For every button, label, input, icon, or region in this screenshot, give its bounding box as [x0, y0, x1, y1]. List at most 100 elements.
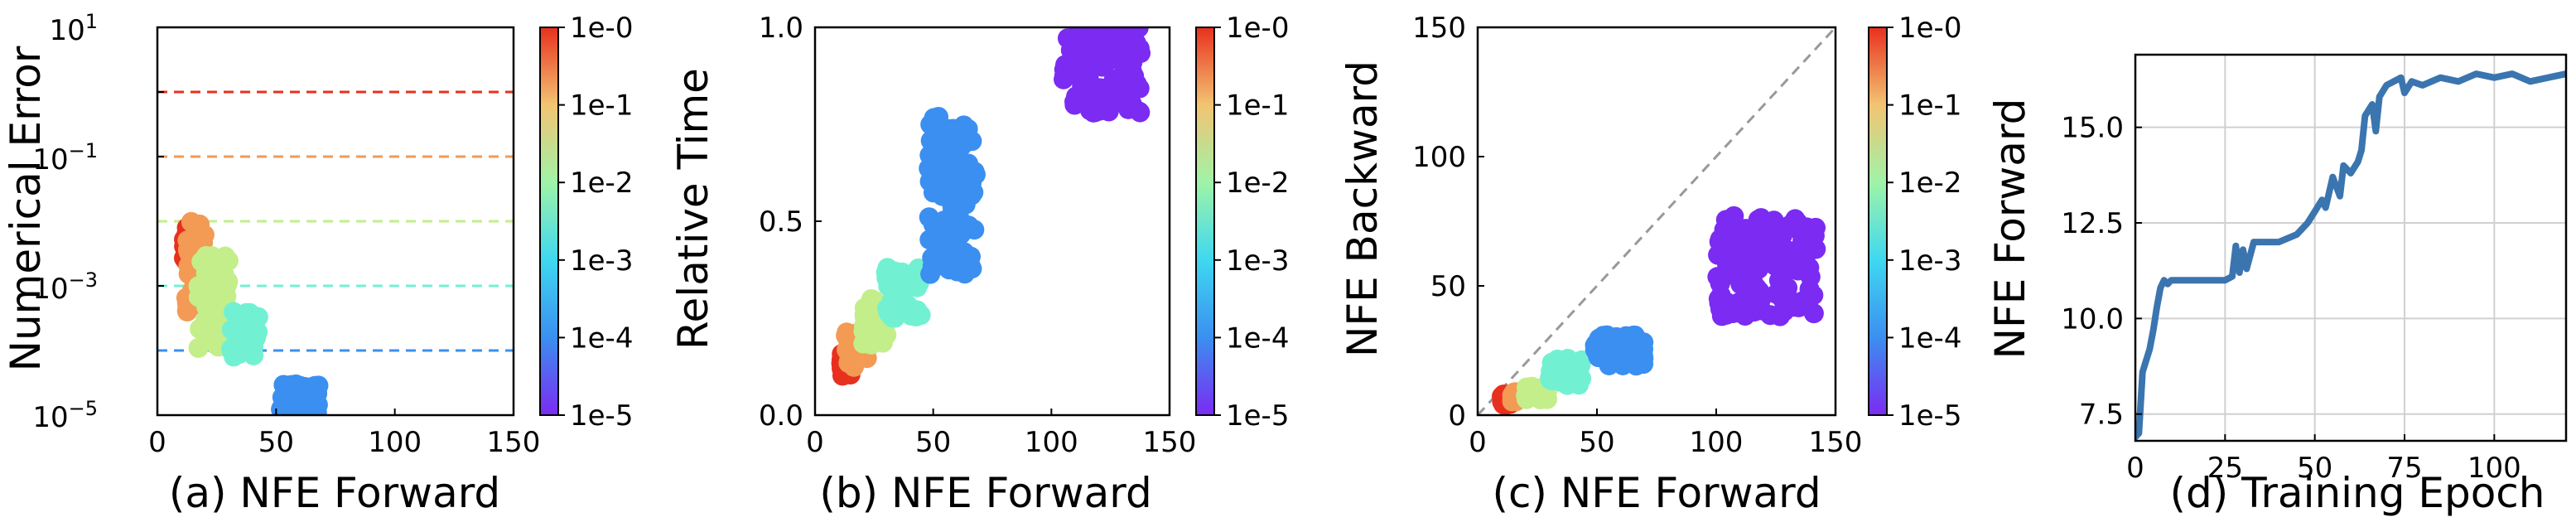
panel-c-cb-tick: 1e-2 [1898, 167, 1961, 200]
panel-c-point [1720, 212, 1741, 233]
panel-a-point [304, 402, 325, 415]
panel-b-point [919, 207, 939, 228]
panel-a-point [209, 280, 229, 301]
panel-c-ytick: 150 [1412, 12, 1466, 45]
panel-b-point [919, 230, 940, 250]
panel-d-data [2135, 55, 2566, 441]
panel-d-xtick: 0 [2126, 452, 2144, 485]
panel-b-point [876, 262, 896, 283]
panel-a-point [277, 397, 298, 415]
panel-a-ytick: 10−3 [32, 268, 98, 306]
panel-b-cb-tick: 1e-1 [1226, 89, 1289, 123]
panel-b-point [1068, 46, 1088, 67]
panel-c-ytick: 100 [1412, 141, 1466, 174]
panel-a-point [181, 211, 201, 232]
panel-b-xtick: 0 [806, 426, 824, 459]
panel-a-cb-tick: 1e-2 [570, 167, 633, 200]
panel-a-point [188, 337, 209, 358]
panel-c-point [1710, 273, 1730, 294]
panel-c-diagonal-line [1478, 27, 1836, 415]
panel-b-cb-tick: 1e-4 [1226, 322, 1289, 355]
panel-c-point [1535, 389, 1556, 409]
panel-d-ytick: 15.0 [2061, 112, 2124, 145]
panel-b-point [1078, 74, 1099, 94]
panel-b-plot: 0 50 100 150 0.0 0.5 1.0 1e-0 1e-1 1e-2 1e-3 1e-4 1e… [759, 12, 1290, 459]
panel-c-xtick: 0 [1469, 426, 1487, 459]
colorbar-c [1868, 27, 1888, 416]
panel-b-point [929, 107, 949, 128]
panel-b-xlabel: (b) NFE Forward [819, 469, 1151, 517]
panel-a-xtick: 0 [148, 426, 166, 459]
panel-b-point [1064, 94, 1085, 115]
panel-b-colorbar [1195, 27, 1215, 416]
panel-d-xtick: 25 [2207, 452, 2243, 485]
panel-c-point [1744, 280, 1764, 301]
panel-a-frame [156, 26, 515, 417]
panel-b-point [861, 307, 881, 327]
panel-b-point [962, 131, 982, 152]
panel-d-ytick: 10.0 [2061, 302, 2124, 336]
panel-b-point [862, 333, 883, 354]
panel-b-xtick: 50 [915, 426, 951, 459]
panel-a-ytick: 10−5 [32, 397, 98, 434]
panel-b-cb-tick: 1e-3 [1226, 244, 1289, 278]
panel-b-ylabel: Relative Time [669, 68, 717, 350]
panel-a-cb-tick: 1e-1 [570, 89, 633, 123]
panel-c-point [1551, 355, 1571, 376]
panel-c-point [1616, 326, 1637, 346]
panel-c-point [1733, 304, 1754, 325]
colorbar-b [1195, 27, 1215, 416]
panel-a-cb-tick: 1e-3 [570, 244, 633, 278]
panel-c-ytick: 0 [1448, 399, 1466, 433]
panel-a-point [221, 339, 242, 360]
panel-c-point [1769, 249, 1790, 269]
panel-b-point [964, 162, 985, 182]
panel-c-colorbar [1868, 27, 1888, 416]
panel-d-ylabel: NFE Forward [1986, 99, 2034, 360]
panel-c-cb-tick: 1e-1 [1898, 89, 1961, 123]
panel-d: 0 25 50 75 100 7.5 10.0 12.5 15.0 (d) Training E… [1986, 53, 2568, 517]
panel-c-point [1633, 345, 1653, 365]
panel-c-cb-tick: 1e-4 [1898, 322, 1961, 355]
panel-d-frame [2134, 53, 2568, 442]
panel-d-ytick: 12.5 [2061, 207, 2124, 240]
panel-a-point [292, 384, 312, 405]
panel-b-point [1054, 69, 1074, 89]
panel-d-xtick: 50 [2297, 452, 2332, 485]
panel-c-point [1522, 376, 1542, 397]
panel-c-point [1806, 217, 1826, 238]
panel-d-series-line [2135, 70, 2566, 441]
panel-a-point [191, 251, 212, 272]
panel-c-point [1792, 230, 1813, 251]
panel-b-point [938, 228, 958, 249]
panel-a-point [237, 324, 258, 345]
panel-b-data [831, 27, 1151, 386]
panel-a: 0 50 100 150 1e-0 1e-1 1e-2 1e-3 1e-4 1e-5 (a) NF… [2, 10, 633, 517]
panel-b-point [962, 185, 982, 205]
panel-a-xlabel: (a) NFE Forward [169, 469, 500, 517]
panel-c-xtick: 150 [1809, 426, 1863, 459]
panel-c-plot: 0 50 100 150 0 50 100 150 1e-0 1e-1 1e-2 1e-3 1e-4 1e… [1412, 12, 1961, 459]
panel-b-point [1099, 30, 1120, 51]
panel-b-cb-tick: 1e-5 [1226, 399, 1289, 433]
panel-c-data [1478, 27, 1836, 415]
panel-b-point [1110, 90, 1131, 111]
panel-c-cb-tick: 1e-0 [1898, 12, 1961, 45]
panel-a-cb-tick: 1e-0 [570, 12, 633, 45]
panel-b-xtick: 150 [1143, 426, 1197, 459]
panel-b-cb-tick: 1e-0 [1226, 12, 1289, 45]
panel-b-point [1129, 78, 1150, 99]
panel-d-xtick: 100 [2467, 452, 2521, 485]
panel-c-point [1797, 263, 1818, 283]
panel-a-cb-tick: 1e-4 [570, 322, 633, 355]
panel-c-point [1595, 328, 1616, 349]
panel-a-point [215, 246, 235, 267]
panel-b-point [1084, 93, 1105, 114]
panel-b-point [1071, 30, 1092, 51]
panel-c-point [1769, 285, 1790, 306]
panel-b-point [919, 145, 940, 166]
panel-c-xtick: 100 [1690, 426, 1744, 459]
panel-a-point [194, 225, 215, 245]
panel-c-xtick: 50 [1579, 426, 1614, 459]
